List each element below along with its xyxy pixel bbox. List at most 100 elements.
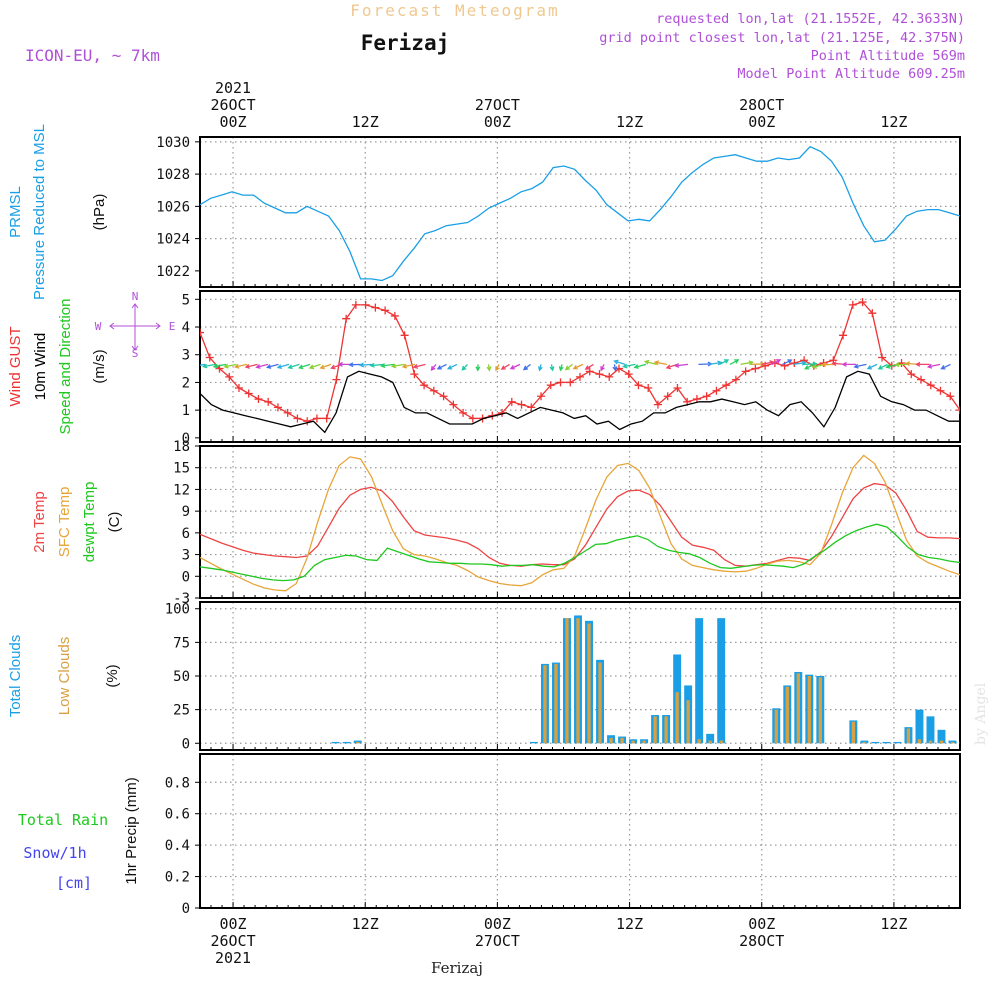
- temp-series-1-line: [200, 454, 960, 592]
- gust-marker-49: [673, 383, 682, 392]
- wind-label-2: Speed and Direction: [57, 299, 74, 435]
- panel-temp: -3 0 3 6 9 12 15 18 2m Temp SFC Temp dewpt Temp (C): [31, 439, 961, 607]
- wind-direction-arrow-25: [461, 363, 468, 371]
- gust-marker-53: [712, 386, 721, 395]
- gust-marker-10: [293, 414, 302, 423]
- gust-marker-28: [468, 414, 477, 423]
- low-clouds-bar-42: [664, 716, 668, 744]
- wind-direction-arrow-49: [719, 359, 730, 365]
- wind-direction-arrow-26: [475, 364, 481, 372]
- temp-label-0: 2m Temp: [31, 491, 48, 552]
- wind-direction-arrow-0: [200, 363, 206, 366]
- temp-frame: [199, 445, 961, 599]
- precip-frame: [199, 753, 961, 909]
- wind-direction-arrow-29: [500, 363, 510, 370]
- low-clouds-bar-45: [697, 739, 701, 744]
- gust-marker-16: [351, 300, 360, 309]
- compass-rose: N S W E: [95, 290, 176, 360]
- gust-marker-15: [342, 314, 351, 323]
- low-clouds-bar-38: [620, 737, 624, 744]
- low-clouds-bar-55: [807, 676, 811, 744]
- low-clouds-bar-35: [587, 623, 591, 744]
- gust-marker-77: [946, 392, 955, 401]
- wind-series-group: [200, 298, 960, 434]
- grid-point-coords: grid point closest lon,lat (21.125E, 42.…: [599, 30, 965, 46]
- gust-marker-57: [751, 364, 760, 373]
- bottom-axis-label-3-0: 12Z: [616, 915, 643, 933]
- wind-direction-arrow-1: [202, 363, 216, 369]
- temp-series-group: [200, 454, 960, 592]
- low-clouds-bar-67: [939, 740, 944, 744]
- top-axis-label-1-0: 12Z: [352, 113, 379, 131]
- gust-marker-33: [517, 400, 526, 409]
- temp-label-1: SFC Temp: [56, 487, 73, 558]
- precip-label-1: Snow/1h: [23, 844, 86, 862]
- bottom-axis-label-2-1: 27OCT: [475, 932, 520, 950]
- wind-direction-arrow-4: [233, 363, 248, 369]
- gust-marker-17: [361, 300, 370, 309]
- model-point-altitude: Model Point Altitude 609.25m: [737, 66, 965, 82]
- total-clouds-bar-67: [937, 729, 946, 744]
- low-clouds-bar-56: [818, 677, 822, 744]
- top-axis-label-4-0: 28OCT: [739, 96, 784, 114]
- low-clouds-bar-59: [851, 721, 856, 744]
- gust-marker-76: [936, 386, 945, 395]
- clouds-ytick-label-2: 50: [173, 669, 190, 685]
- gust-marker-61: [790, 359, 799, 368]
- low-clouds-bar-33: [565, 618, 569, 744]
- gust-marker-66: [839, 331, 848, 340]
- wind-direction-arrow-34: [558, 364, 564, 372]
- low-clouds-bar-60: [862, 741, 867, 744]
- gust-marker-73: [907, 370, 916, 379]
- wind-direction-arrow-6: [255, 363, 269, 369]
- wind-direction-arrow-19: [390, 363, 405, 369]
- bottom-axis-label-1-0: 12Z: [352, 915, 379, 933]
- wind-direction-arrow-71: [940, 363, 951, 370]
- gust-marker-22: [410, 370, 419, 379]
- chart-title: Forecast Meteogram: [350, 1, 559, 20]
- precip-ytick-label-2: 0.4: [165, 838, 190, 854]
- wind-unit-label: (m/s): [91, 349, 108, 383]
- gust-marker-36: [546, 381, 555, 390]
- total-clouds-bar-62: [882, 741, 891, 744]
- low-clouds-bar-53: [785, 686, 789, 744]
- wind-direction-arrow-53: [761, 360, 775, 366]
- clouds-ytick-label-3: 75: [173, 635, 190, 651]
- wind-direction-arrow-43: [643, 359, 657, 366]
- low-clouds-bar-65: [917, 739, 922, 744]
- top-axis-label-2-1: 00Z: [484, 113, 511, 131]
- requested-coords: requested lon,lat (21.1552E, 42.3633N): [656, 11, 965, 27]
- wind-direction-arrow-38: [600, 364, 605, 372]
- temp-series-0-line: [200, 482, 960, 567]
- total-clouds-bar-66: [926, 716, 935, 744]
- low-clouds-bar-14: [356, 741, 360, 744]
- wind-direction-arrow-31: [522, 363, 531, 371]
- low-clouds-bar-47: [719, 740, 723, 744]
- gust-marker-44: [624, 370, 633, 379]
- total-clouds-bar-45: [695, 618, 704, 744]
- wind-direction-arrow-42: [633, 363, 647, 369]
- gust-marker-47: [653, 400, 662, 409]
- wind-direction-arrow-63: [853, 363, 867, 369]
- wind-series-0-line: [200, 301, 960, 422]
- temp-series-2-line: [200, 523, 960, 582]
- low-clouds-bar-36: [598, 662, 602, 744]
- wind-direction-arrow-64: [866, 363, 878, 370]
- compass-east: E: [169, 320, 176, 333]
- wind-direction-arrow-20: [401, 363, 416, 369]
- wind-direction-arrow-17: [369, 362, 384, 368]
- total-clouds-bar-47: [717, 618, 726, 744]
- low-clouds-bar-66: [928, 740, 933, 744]
- low-clouds-bar-43: [675, 692, 679, 744]
- pressure-series-0-line: [200, 145, 960, 282]
- wind-direction-arrow-70: [926, 363, 941, 369]
- top-axis-label-0-1: 26OCT: [210, 96, 255, 114]
- wind-ytick-label-3: 3: [182, 348, 190, 364]
- total-clouds-bar-46: [706, 733, 715, 744]
- wind-direction-arrow-12: [319, 363, 332, 370]
- clouds-unit-label: (%): [104, 664, 121, 687]
- top-axis-label-4-1: 00Z: [748, 113, 775, 131]
- clouds-ytick-label-1: 25: [173, 703, 190, 719]
